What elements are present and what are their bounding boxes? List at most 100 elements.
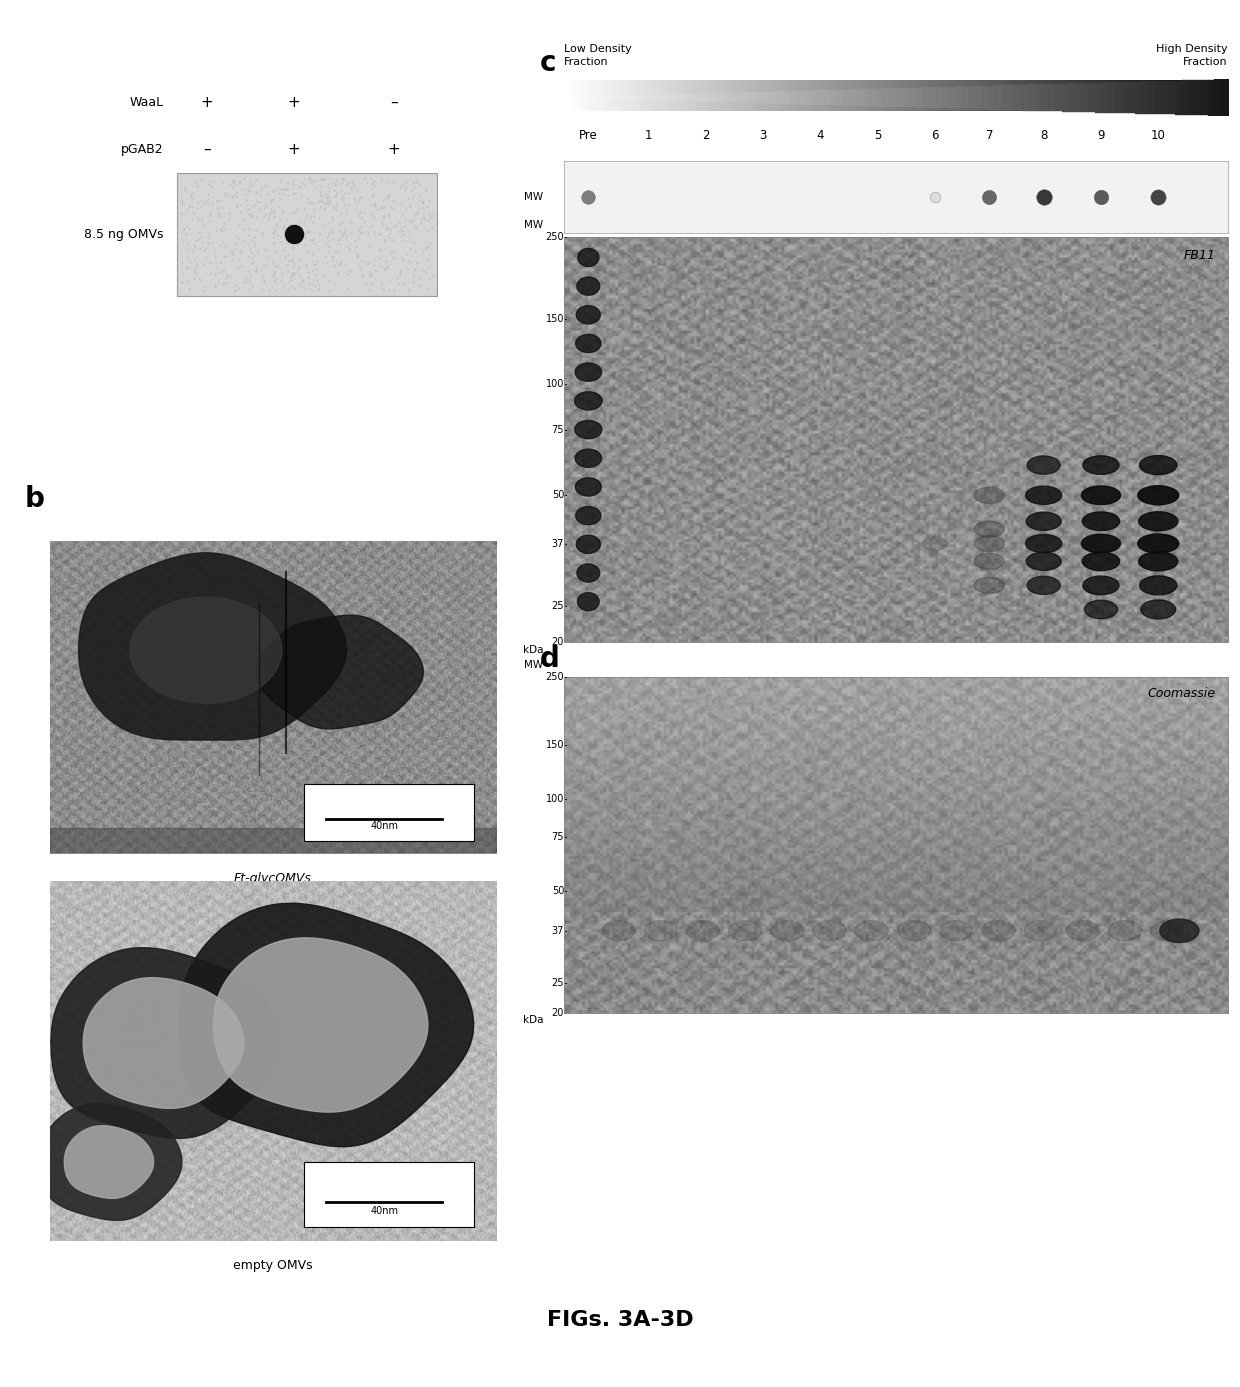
Ellipse shape <box>644 921 677 940</box>
Ellipse shape <box>856 921 888 940</box>
Polygon shape <box>40 1104 182 1221</box>
Ellipse shape <box>574 391 603 411</box>
Ellipse shape <box>975 535 1004 552</box>
Ellipse shape <box>578 248 599 266</box>
Ellipse shape <box>1138 552 1178 571</box>
Text: 150: 150 <box>546 313 564 325</box>
Ellipse shape <box>577 305 600 325</box>
Polygon shape <box>78 553 346 741</box>
Text: 10: 10 <box>1151 129 1166 143</box>
Text: 25: 25 <box>552 978 564 988</box>
Ellipse shape <box>577 277 600 295</box>
Ellipse shape <box>1024 921 1058 940</box>
Text: 75: 75 <box>552 832 564 842</box>
Ellipse shape <box>982 921 1016 940</box>
Text: Low Density
Fraction: Low Density Fraction <box>564 44 632 67</box>
Text: 7: 7 <box>986 129 993 143</box>
Text: 50: 50 <box>552 886 564 896</box>
Ellipse shape <box>1140 455 1177 474</box>
Text: MW: MW <box>525 221 543 230</box>
Ellipse shape <box>940 921 973 940</box>
Ellipse shape <box>1159 920 1199 943</box>
Text: 1: 1 <box>645 129 652 143</box>
Polygon shape <box>257 614 423 730</box>
Ellipse shape <box>1138 485 1179 505</box>
Ellipse shape <box>575 420 601 438</box>
Text: 20: 20 <box>552 637 564 648</box>
Text: 100: 100 <box>546 379 564 390</box>
Text: –: – <box>389 94 398 110</box>
Text: kDa: kDa <box>522 645 543 655</box>
Ellipse shape <box>813 921 846 940</box>
Polygon shape <box>51 947 283 1139</box>
Ellipse shape <box>1083 552 1120 570</box>
Text: 250: 250 <box>546 671 564 682</box>
Text: +: + <box>387 141 401 157</box>
Text: –: – <box>203 141 211 157</box>
Ellipse shape <box>898 921 930 940</box>
Text: 4: 4 <box>817 129 825 143</box>
Ellipse shape <box>1027 512 1061 530</box>
Text: Ft-glycOMVs: Ft-glycOMVs <box>234 872 311 885</box>
Text: Pre: Pre <box>579 129 598 143</box>
Text: b: b <box>25 485 45 513</box>
Text: kDa: kDa <box>522 1015 543 1025</box>
Text: MW: MW <box>525 660 543 670</box>
Ellipse shape <box>575 334 601 352</box>
Polygon shape <box>179 903 474 1147</box>
Text: 5: 5 <box>874 129 882 143</box>
Text: +: + <box>288 94 300 110</box>
Ellipse shape <box>578 592 599 610</box>
Ellipse shape <box>1081 485 1121 505</box>
Text: d: d <box>539 645 559 673</box>
Ellipse shape <box>686 921 719 940</box>
Ellipse shape <box>1138 512 1178 531</box>
Ellipse shape <box>975 553 1004 570</box>
Text: 75: 75 <box>552 426 564 436</box>
Ellipse shape <box>1084 601 1117 619</box>
Text: pGAB2: pGAB2 <box>122 143 164 155</box>
Ellipse shape <box>1081 534 1121 553</box>
Ellipse shape <box>575 449 601 467</box>
Text: 8.5 ng OMVs: 8.5 ng OMVs <box>84 227 164 241</box>
Ellipse shape <box>1083 512 1120 531</box>
Text: +: + <box>201 94 213 110</box>
Text: 20: 20 <box>552 1007 564 1018</box>
Text: c: c <box>539 49 556 76</box>
Ellipse shape <box>1109 921 1142 940</box>
Ellipse shape <box>771 921 804 940</box>
Ellipse shape <box>1140 576 1177 595</box>
Ellipse shape <box>1025 487 1061 505</box>
Ellipse shape <box>1027 552 1061 570</box>
Text: FB11: FB11 <box>1184 250 1215 262</box>
Ellipse shape <box>975 487 1004 503</box>
Ellipse shape <box>575 363 601 381</box>
Text: empty OMVs: empty OMVs <box>233 1259 312 1272</box>
Ellipse shape <box>577 535 600 553</box>
Ellipse shape <box>577 565 600 583</box>
Text: 3: 3 <box>760 129 766 143</box>
Polygon shape <box>213 938 428 1112</box>
Ellipse shape <box>923 537 947 551</box>
Text: 8: 8 <box>1040 129 1048 143</box>
Ellipse shape <box>1141 601 1176 619</box>
Polygon shape <box>83 978 244 1108</box>
Text: MW: MW <box>525 191 543 203</box>
Ellipse shape <box>575 506 601 524</box>
Text: High Density
Fraction: High Density Fraction <box>1156 44 1228 67</box>
Ellipse shape <box>601 921 635 940</box>
Text: +: + <box>288 141 300 157</box>
Text: 100: 100 <box>546 793 564 803</box>
Polygon shape <box>64 1126 154 1198</box>
Ellipse shape <box>1027 576 1060 595</box>
Text: FIGs. 3A-3D: FIGs. 3A-3D <box>547 1311 693 1330</box>
Ellipse shape <box>975 577 1004 594</box>
Text: Coomassie: Coomassie <box>1147 687 1215 700</box>
Ellipse shape <box>575 477 601 497</box>
Text: 40nm: 40nm <box>371 821 398 831</box>
Text: WaaL: WaaL <box>129 96 164 108</box>
Ellipse shape <box>1083 576 1118 595</box>
Ellipse shape <box>1151 921 1184 940</box>
Text: 2: 2 <box>702 129 709 143</box>
Ellipse shape <box>1138 534 1179 553</box>
